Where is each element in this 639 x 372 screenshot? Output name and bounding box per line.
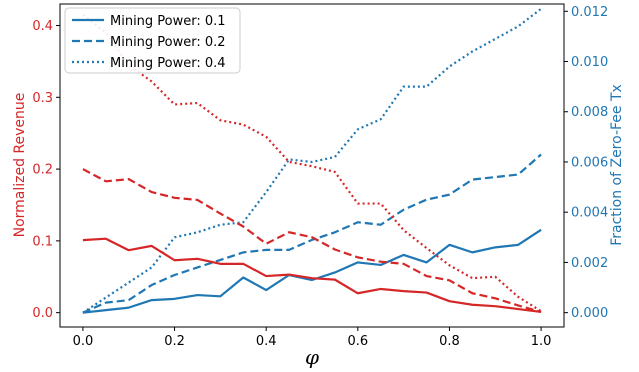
x-tick-label: 0.0 bbox=[73, 334, 94, 349]
legend-label: Mining Power: 0.1 bbox=[110, 14, 226, 29]
series-line-right-solid bbox=[82, 228, 542, 314]
plot-area bbox=[82, 7, 542, 314]
y-tick-label-right: 0.008 bbox=[571, 105, 608, 120]
y-tick-label-left: 0.2 bbox=[32, 163, 53, 178]
x-tick-label: 0.4 bbox=[256, 334, 277, 349]
legend: Mining Power: 0.1 Mining Power: 0.2 Mini… bbox=[64, 7, 241, 74]
x-tick-label: 1.0 bbox=[531, 334, 552, 349]
legend-box bbox=[64, 7, 241, 74]
y-tick-label-right: 0.000 bbox=[571, 306, 608, 321]
y-tick-label-right: 0.010 bbox=[571, 55, 608, 70]
x-tick-label: 0.8 bbox=[439, 334, 460, 349]
series-line-right-dotted bbox=[82, 7, 542, 314]
y-tick-label-left: 0.4 bbox=[32, 19, 53, 34]
legend-label: Mining Power: 0.2 bbox=[110, 35, 226, 50]
y-axis-label-right: Fraction of Zero-Fee Tx bbox=[609, 84, 625, 246]
x-tick-label: 0.2 bbox=[164, 334, 185, 349]
y-tick-label-right: 0.004 bbox=[571, 206, 608, 221]
series-line-left-solid bbox=[82, 237, 542, 314]
y-axis-label-left: Normalized Revenue bbox=[12, 93, 28, 238]
y-tick-label-right: 0.006 bbox=[571, 155, 608, 170]
legend-label: Mining Power: 0.4 bbox=[110, 56, 226, 71]
x-tick-label: 0.6 bbox=[347, 334, 368, 349]
y-tick-label-left: 0.3 bbox=[32, 91, 53, 106]
y-tick-label-right: 0.012 bbox=[571, 5, 608, 20]
y-tick-label-right: 0.002 bbox=[571, 256, 608, 271]
plot-frame bbox=[59, 3, 565, 328]
y-tick-label-left: 0.0 bbox=[32, 306, 53, 321]
y-tick-label-left: 0.1 bbox=[32, 234, 53, 249]
x-axis-label: φ bbox=[305, 345, 319, 369]
series-line-left-dashed bbox=[82, 168, 542, 313]
series-line-right-dashed bbox=[82, 153, 542, 314]
